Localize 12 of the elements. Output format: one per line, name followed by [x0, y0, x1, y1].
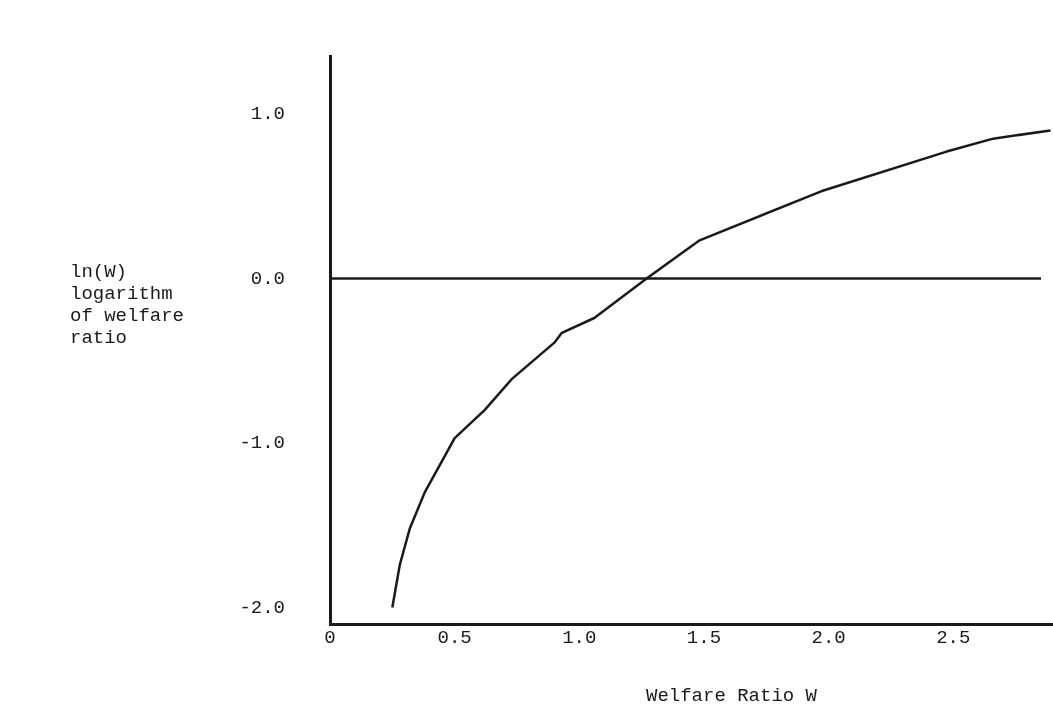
y-tick-label: 1.0	[250, 103, 285, 126]
y-axis-title: ln(W) logarithm of welfare ratio	[70, 261, 185, 350]
x-tick-label: 1.5	[686, 627, 722, 650]
x-tick-label: 2.0	[811, 627, 846, 650]
y-tick-label: -1.0	[239, 432, 285, 455]
y-tick-label: 0.0	[250, 267, 285, 290]
x-axis-title: Welfare Ratio W	[645, 685, 818, 708]
x-tick-label: 2.5	[936, 627, 971, 650]
x-tick-label: 0	[324, 627, 336, 650]
x-tick-label: 1.0	[562, 627, 597, 650]
x-tick-label: 0.5	[437, 627, 472, 650]
y-tick-label: -2.0	[239, 596, 285, 619]
